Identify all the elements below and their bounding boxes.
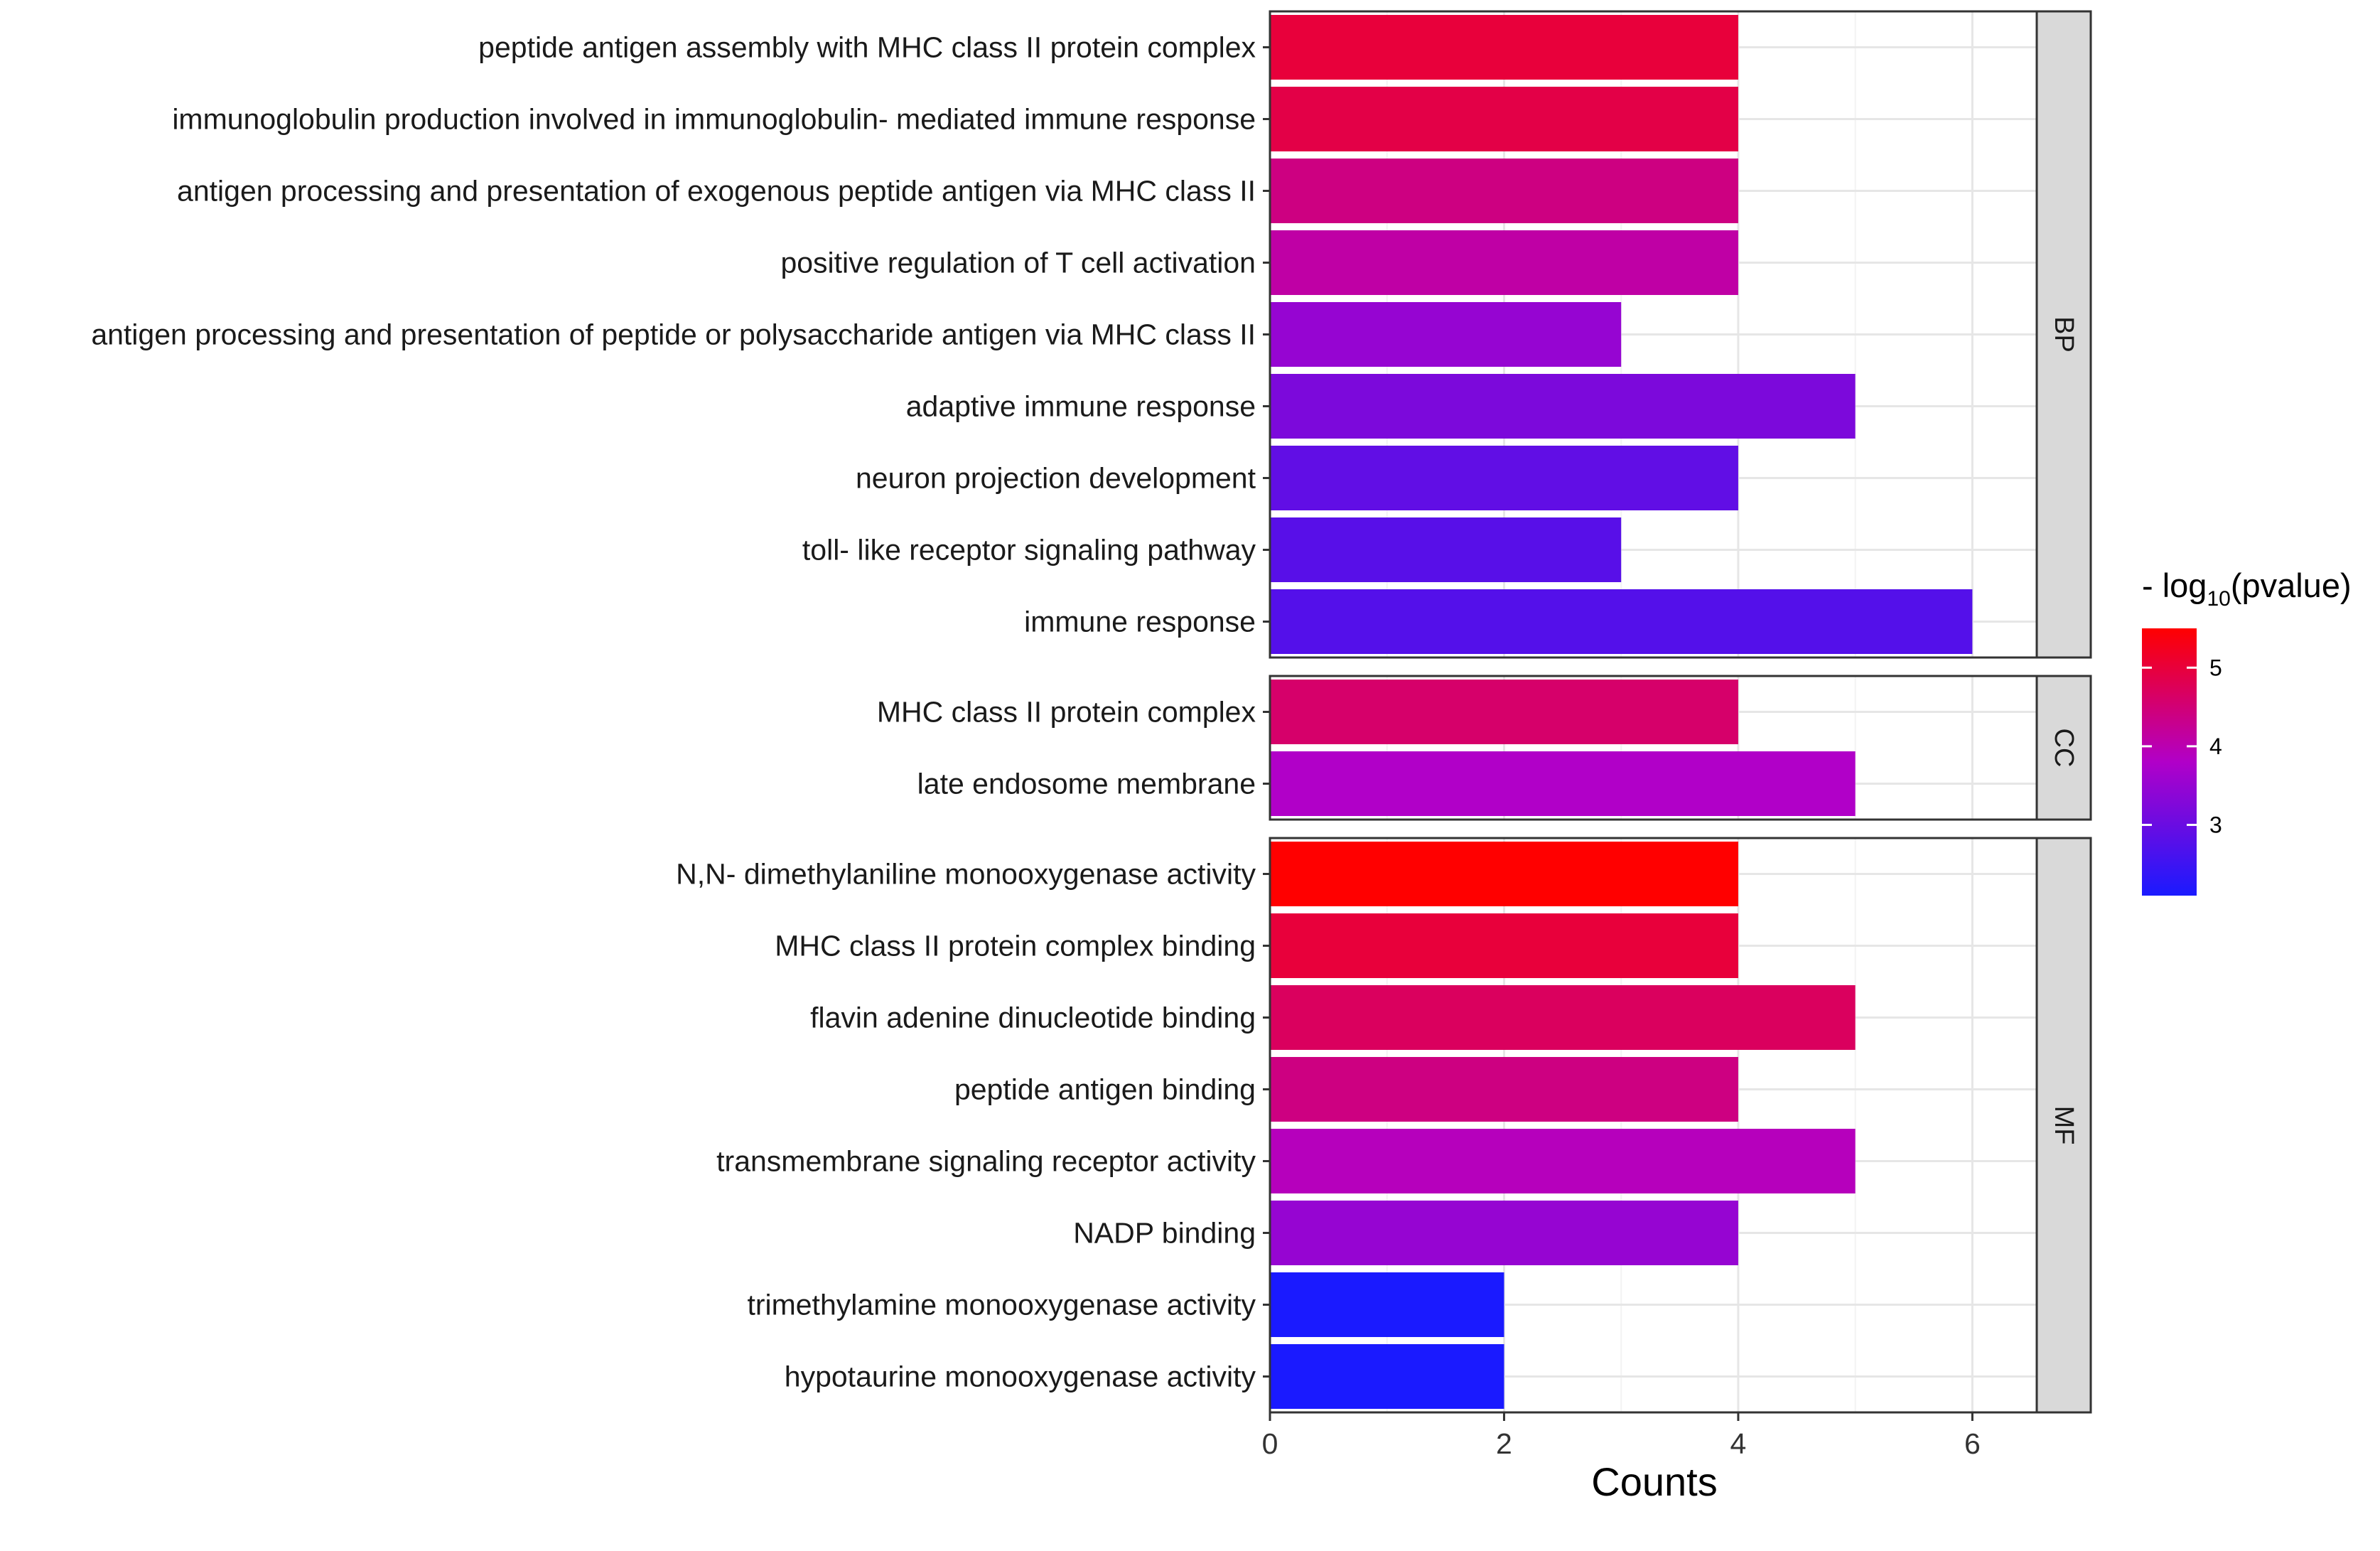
- category-label: antigen processing and presentation of p…: [91, 318, 1256, 351]
- category-label: adaptive immune response: [906, 390, 1256, 423]
- legend-title-prefix: - log: [2142, 567, 2207, 604]
- facet-strip-label-mf: MF: [2049, 1106, 2079, 1145]
- category-label: antigen processing and presentation of e…: [177, 175, 1256, 208]
- x-tick-label: 6: [1964, 1427, 1981, 1460]
- category-label: late endosome membrane: [917, 768, 1256, 800]
- bar-cc-2: [1270, 751, 1856, 816]
- legend-tick-label: 3: [2209, 812, 2222, 837]
- legend-title-subscript: 10: [2207, 587, 2230, 611]
- category-label: NADP binding: [1073, 1217, 1256, 1250]
- bar-bp-4: [1270, 230, 1738, 295]
- category-label: positive regulation of T cell activation: [780, 247, 1256, 279]
- facet-panel-mf: N,N- dimethylaniline monooxygenase activ…: [676, 837, 2092, 1414]
- x-tick-label: 4: [1730, 1427, 1747, 1460]
- category-label: trimethylamine monooxygenase activity: [747, 1289, 1256, 1321]
- facet-strip-label-cc: CC: [2049, 729, 2079, 768]
- bar-bp-2: [1270, 87, 1738, 151]
- color-legend: - log10(pvalue) 3 4 5: [2142, 567, 2352, 896]
- category-label: hypotaurine monooxygenase activity: [785, 1361, 1256, 1393]
- x-tick-label: 0: [1262, 1427, 1278, 1460]
- facet-panel-cc: MHC class II protein complex late endosom…: [877, 675, 2092, 821]
- category-label: MHC class II protein complex binding: [775, 930, 1256, 962]
- legend-ticks: 3 4 5: [2142, 655, 2222, 837]
- legend-tick-label: 5: [2209, 655, 2222, 680]
- bar-bp-1: [1270, 15, 1738, 80]
- x-axis: 0 2 4 6: [1262, 1412, 1981, 1460]
- category-label: flavin adenine dinucleotide binding: [810, 1002, 1256, 1034]
- facet-panels: peptide antigen assembly with MHC class …: [91, 10, 2092, 1414]
- facet-panel-bp: peptide antigen assembly with MHC class …: [91, 10, 2092, 659]
- bar-mf-5: [1270, 1129, 1856, 1193]
- bar-mf-8: [1270, 1344, 1504, 1409]
- category-label: immunoglobulin production involved in im…: [172, 103, 1256, 136]
- category-label: MHC class II protein complex: [877, 696, 1256, 729]
- legend-tick-label: 4: [2209, 734, 2222, 759]
- bar-bp-3: [1270, 159, 1738, 223]
- facet-strip: [2035, 675, 2092, 821]
- bar-cc-1: [1270, 680, 1738, 744]
- bar-bp-8: [1270, 517, 1622, 582]
- bar-bp-5: [1270, 302, 1622, 367]
- bar-mf-6: [1270, 1201, 1738, 1265]
- category-label: transmembrane signaling receptor activit…: [716, 1145, 1256, 1178]
- x-tick-label: 2: [1496, 1427, 1512, 1460]
- legend-colorbar: [2142, 628, 2197, 896]
- bar-mf-3: [1270, 985, 1856, 1050]
- category-label: immune response: [1024, 606, 1256, 638]
- x-axis-title: Counts: [1591, 1459, 1717, 1504]
- category-label: peptide antigen assembly with MHC class …: [478, 31, 1256, 64]
- bar-mf-4: [1270, 1057, 1738, 1122]
- bar-bp-7: [1270, 446, 1738, 510]
- category-label: N,N- dimethylaniline monooxygenase activ…: [676, 858, 1256, 891]
- legend-title: - log10(pvalue): [2142, 567, 2352, 611]
- bar-mf-7: [1270, 1272, 1504, 1337]
- category-label: neuron projection development: [856, 462, 1256, 495]
- bar-mf-2: [1270, 913, 1738, 978]
- bar-bp-6: [1270, 374, 1856, 439]
- facet-strip: [2035, 10, 2092, 659]
- category-label: toll- like receptor signaling pathway: [802, 534, 1256, 567]
- facet-strip: [2035, 837, 2092, 1414]
- bar-mf-1: [1270, 842, 1738, 906]
- bar-bp-9: [1270, 589, 1973, 654]
- legend-title-suffix: (pvalue): [2231, 567, 2352, 604]
- category-label: peptide antigen binding: [954, 1073, 1256, 1106]
- facet-strip-label-bp: BP: [2049, 316, 2079, 353]
